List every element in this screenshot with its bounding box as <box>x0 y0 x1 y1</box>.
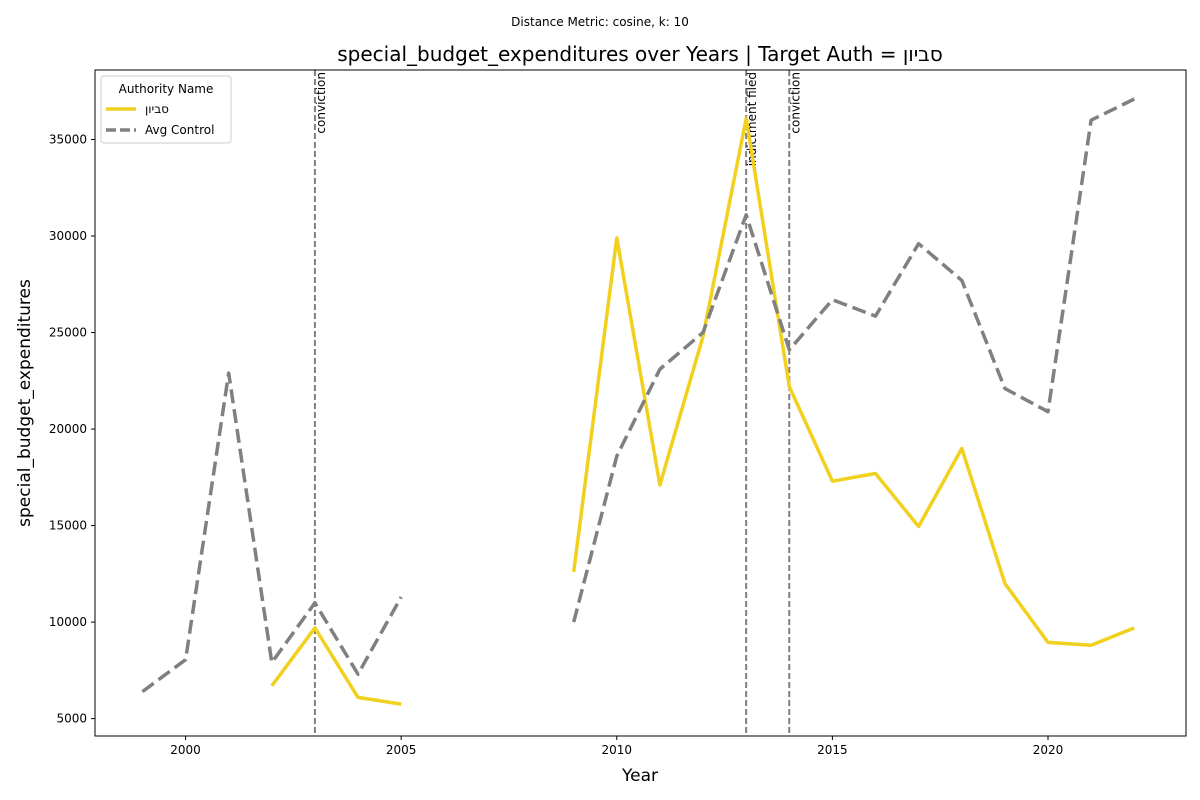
y-tick-label: 20000 <box>49 422 87 436</box>
y-axis-label: special_budget_expenditures <box>15 279 35 527</box>
series-line-0 <box>270 626 402 706</box>
plot-frame <box>94 69 1187 737</box>
series-line-1 <box>572 97 1136 623</box>
series-line-1 <box>141 371 403 694</box>
x-axis-ticks: 2000 2005 2010 2015 2020 <box>170 736 1063 757</box>
legend: Authority Name סביון Avg Control <box>100 75 232 144</box>
y-tick-label: 30000 <box>49 229 87 243</box>
legend-entry-label: Avg Control <box>145 123 214 137</box>
legend-entry-label: סביון <box>145 102 169 116</box>
y-tick-label: 15000 <box>49 519 87 533</box>
event-label: conviction <box>314 72 328 134</box>
x-tick-label: 2000 <box>170 743 201 757</box>
y-tick-label: 35000 <box>49 132 87 146</box>
x-axis-label: Year <box>621 766 658 786</box>
x-tick-label: 2015 <box>817 743 848 757</box>
y-tick-label: 10000 <box>49 615 87 629</box>
legend-box <box>100 75 232 144</box>
event-lines: conviction indictment filed conviction <box>313 70 802 736</box>
chart-suptitle: Distance Metric: cosine, k: 10 <box>511 15 689 29</box>
series-lines <box>141 97 1136 706</box>
chart-title: special_budget_expenditures over Years |… <box>337 42 942 66</box>
legend-title: Authority Name <box>119 82 214 96</box>
y-axis-ticks: 5000 10000 15000 20000 25000 30000 35000 <box>49 132 95 726</box>
event-label: conviction <box>788 72 802 134</box>
x-tick-label: 2005 <box>386 743 417 757</box>
series-line-0 <box>571 116 1135 648</box>
x-tick-label: 2010 <box>602 743 633 757</box>
y-tick-label: 5000 <box>56 712 87 726</box>
x-tick-label: 2020 <box>1033 743 1064 757</box>
y-tick-label: 25000 <box>49 326 87 340</box>
